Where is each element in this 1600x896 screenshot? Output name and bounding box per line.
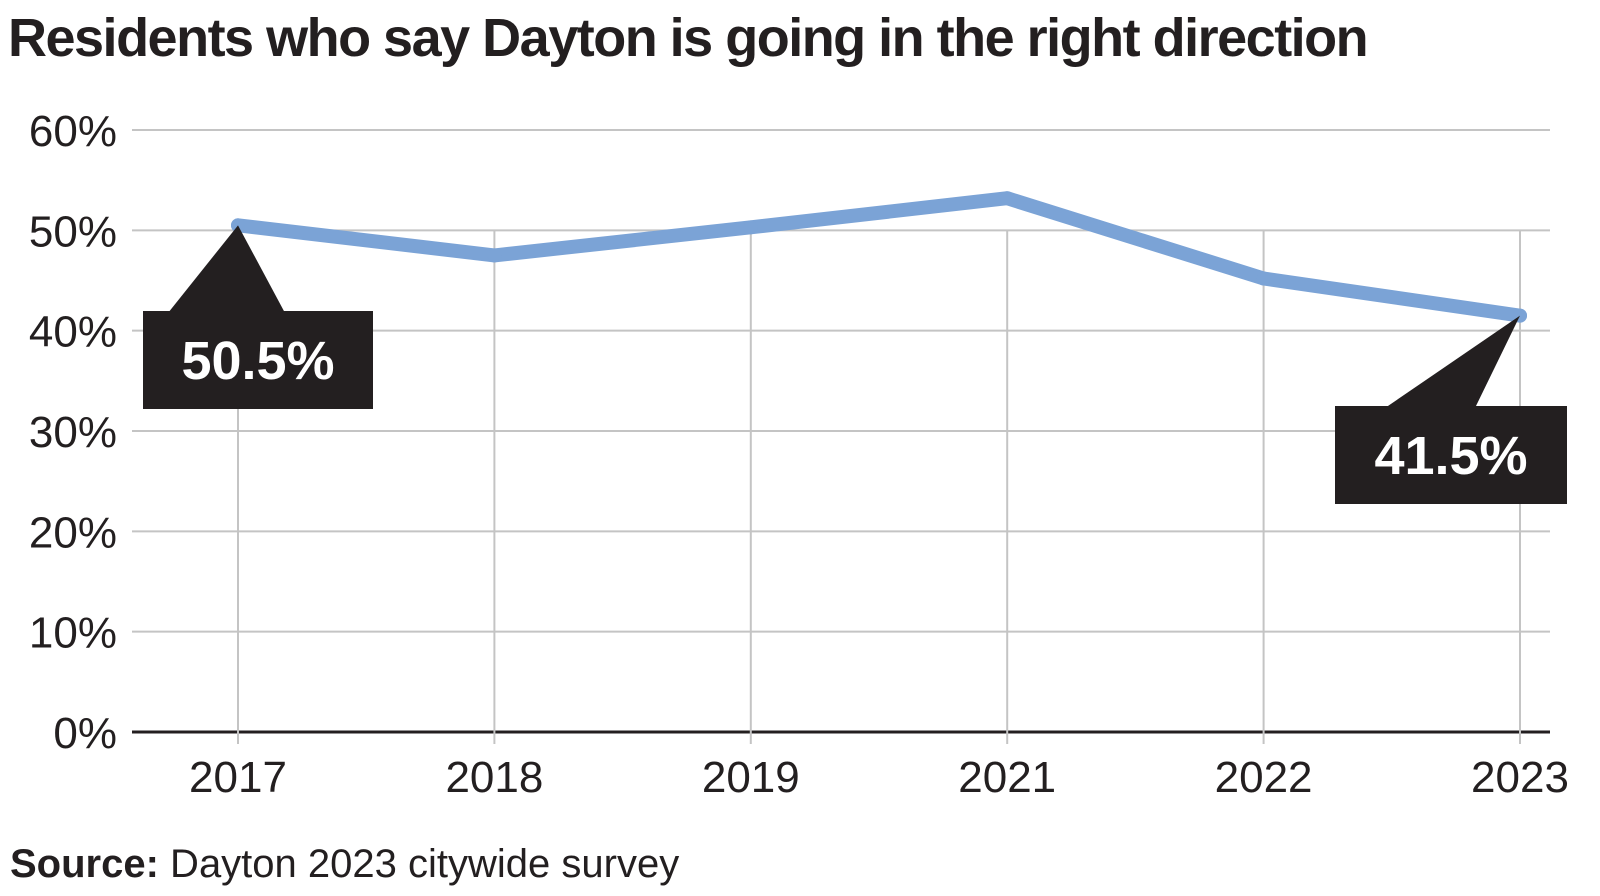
- x-tick-label: 2018: [445, 753, 543, 802]
- source-label: Source:: [10, 842, 159, 886]
- x-axis-ticks: 2017 2018 2019 2021 2022 2023: [189, 753, 1569, 802]
- series-layer: [231, 191, 1527, 323]
- data-point: [487, 248, 502, 263]
- x-tick-label: 2023: [1471, 753, 1569, 802]
- y-axis-ticks: 0% 10% 20% 30% 40% 50% 60%: [29, 107, 117, 758]
- x-tick-label: 2021: [958, 753, 1056, 802]
- y-tick-label: 30%: [29, 408, 117, 457]
- data-point: [1256, 271, 1271, 286]
- y-tick-label: 60%: [29, 107, 117, 156]
- x-tick-label: 2017: [189, 753, 287, 802]
- y-tick-label: 40%: [29, 308, 117, 357]
- x-tick-label: 2019: [702, 753, 800, 802]
- data-point: [1000, 191, 1015, 206]
- y-tick-label: 50%: [29, 207, 117, 256]
- y-tick-label: 10%: [29, 609, 117, 658]
- source-text: Dayton 2023 citywide survey: [158, 842, 680, 886]
- callout-box: [143, 311, 373, 409]
- data-point: [743, 220, 758, 235]
- callout-pointer: [1385, 315, 1520, 408]
- y-tick-label: 0%: [53, 709, 117, 758]
- callout-label: 41.5%: [1374, 426, 1527, 486]
- callouts: 50.5% 41.5%: [143, 225, 1567, 504]
- y-tick-label: 20%: [29, 508, 117, 557]
- chart-title: Residents who say Dayton is going in the…: [8, 8, 1369, 68]
- callout-pointer: [168, 225, 285, 313]
- callout-label: 50.5%: [181, 331, 334, 391]
- callout-box: [1335, 406, 1567, 504]
- series-line: [231, 191, 1527, 323]
- source-note: Source: Dayton 2023 citywide survey: [10, 840, 679, 888]
- x-tick-label: 2022: [1215, 753, 1313, 802]
